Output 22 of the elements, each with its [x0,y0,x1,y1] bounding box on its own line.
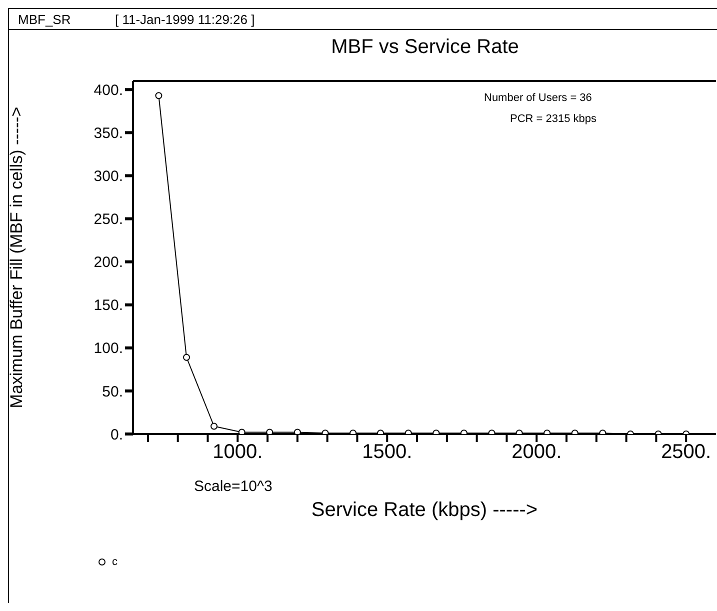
y-tick-label: 50. [102,383,123,400]
x-tick-label: 2000. [512,441,562,464]
x-tick-label: 1500. [362,441,412,464]
y-tick-label: 0. [110,426,123,444]
annotation: PCR = 2315 kbps [510,113,597,125]
y-tick-label: 350. [94,124,123,142]
y-tick-label: 200. [94,254,123,272]
chart-title: MBF vs Service Rate [330,36,520,59]
y-tick-label: 400. [94,82,123,99]
x-tick-label: 1000. [212,441,263,464]
y-tick-label: 300. [94,168,123,186]
y-tick-label: 100. [94,340,123,358]
x-tick-label: 2500. [661,441,712,464]
text: [ 11-Jan-1999 11:29:26 ] [115,12,255,27]
y-tick-label: 250. [94,211,123,228]
x-axis-title: Service Rate (kbps) -----> [311,499,538,522]
text: Scale=10^3 [194,478,272,495]
annotation: Number of Users = 36 [484,92,592,104]
y-axis-title: Maximum Buffer Fill (MBF in cells) -----> [7,106,26,408]
legend-label: c [112,556,118,568]
text: MBF_SR [18,12,71,27]
y-tick-label: 150. [94,297,123,314]
